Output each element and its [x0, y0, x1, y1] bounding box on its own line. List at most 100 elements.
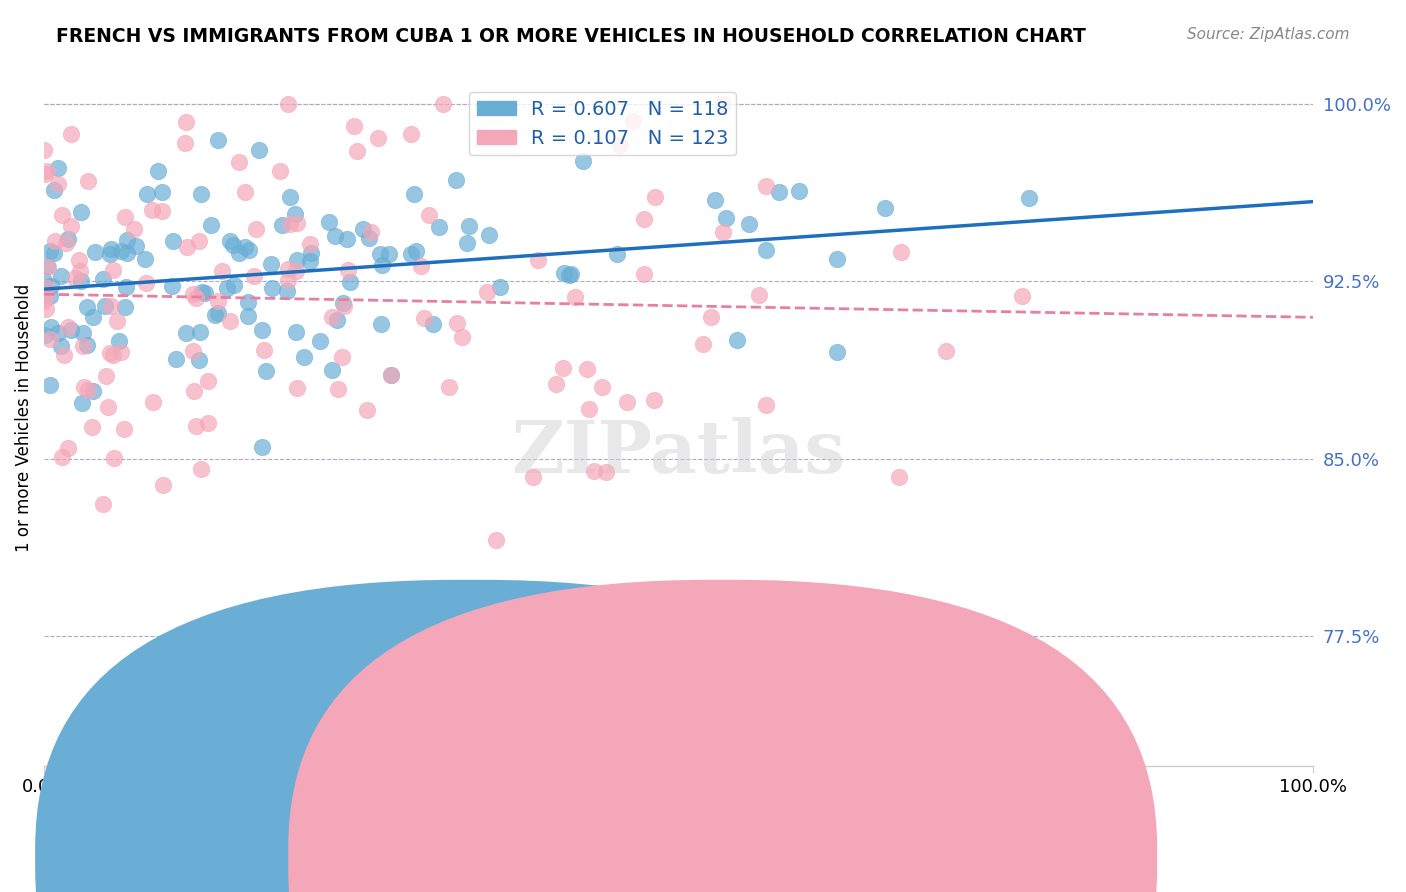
- Point: [219, 314, 242, 328]
- Point: [700, 310, 723, 324]
- Point: [112, 422, 135, 436]
- Point: [332, 295, 354, 310]
- Point: [703, 193, 725, 207]
- Point: [827, 344, 849, 359]
- Point: [873, 201, 896, 215]
- Point: [91, 498, 114, 512]
- Point: [571, 153, 593, 168]
- Point: [356, 402, 378, 417]
- Point: [280, 218, 302, 232]
- Point: [371, 258, 394, 272]
- Point: [437, 379, 460, 393]
- Point: [165, 351, 187, 366]
- Point: [110, 244, 132, 259]
- Point: [583, 464, 606, 478]
- Point: [253, 343, 276, 357]
- Point: [287, 381, 309, 395]
- Point: [346, 144, 368, 158]
- Y-axis label: 1 or more Vehicles in Household: 1 or more Vehicles in Household: [15, 284, 32, 551]
- Point: [174, 114, 197, 128]
- Point: [134, 252, 156, 266]
- Point: [97, 400, 120, 414]
- Point: [277, 97, 299, 112]
- Point: [115, 280, 138, 294]
- Point: [343, 120, 366, 134]
- Point: [190, 462, 212, 476]
- Point: [644, 190, 666, 204]
- Point: [103, 262, 125, 277]
- Point: [187, 235, 209, 249]
- Point: [114, 210, 136, 224]
- Point: [211, 264, 233, 278]
- Point: [277, 261, 299, 276]
- Point: [478, 227, 501, 242]
- Point: [456, 235, 478, 250]
- Point: [399, 247, 422, 261]
- Point: [34, 327, 56, 342]
- Point: [616, 395, 638, 409]
- Point: [91, 272, 114, 286]
- Point: [399, 128, 422, 142]
- Point: [181, 344, 204, 359]
- Point: [368, 247, 391, 261]
- Point: [34, 288, 56, 302]
- Point: [70, 396, 93, 410]
- Point: [412, 310, 434, 325]
- Point: [76, 300, 98, 314]
- Point: [44, 246, 66, 260]
- Point: [117, 233, 139, 247]
- Point: [63, 270, 86, 285]
- Point: [197, 417, 219, 431]
- Point: [82, 310, 104, 324]
- Point: [738, 217, 761, 231]
- Point: [402, 186, 425, 201]
- Point: [276, 284, 298, 298]
- Point: [55, 236, 77, 251]
- Point: [219, 234, 242, 248]
- Point: [197, 374, 219, 388]
- Point: [326, 382, 349, 396]
- Point: [56, 319, 79, 334]
- Point: [269, 163, 291, 178]
- Point: [207, 293, 229, 308]
- Point: [238, 243, 260, 257]
- Point: [136, 187, 159, 202]
- Point: [215, 281, 238, 295]
- Point: [207, 133, 229, 147]
- Point: [233, 185, 256, 199]
- Point: [748, 287, 770, 301]
- Point: [34, 168, 56, 182]
- Point: [633, 211, 655, 226]
- Point: [190, 285, 212, 299]
- Point: [485, 533, 508, 547]
- Point: [357, 231, 380, 245]
- Point: [283, 207, 305, 221]
- Point: [621, 114, 644, 128]
- Point: [135, 276, 157, 290]
- Point: [284, 325, 307, 339]
- Point: [451, 330, 474, 344]
- Point: [321, 310, 343, 324]
- Point: [285, 264, 308, 278]
- Point: [110, 344, 132, 359]
- Point: [576, 361, 599, 376]
- Point: [714, 211, 737, 225]
- Point: [35, 259, 58, 273]
- Point: [422, 317, 444, 331]
- Point: [250, 322, 273, 336]
- Point: [713, 225, 735, 239]
- Point: [336, 263, 359, 277]
- Point: [69, 264, 91, 278]
- Point: [591, 380, 613, 394]
- Point: [190, 187, 212, 202]
- Point: [105, 314, 128, 328]
- Point: [107, 334, 129, 348]
- Point: [51, 450, 73, 464]
- Point: [38, 289, 60, 303]
- Point: [488, 280, 510, 294]
- Point: [35, 281, 58, 295]
- Point: [72, 339, 94, 353]
- Point: [238, 309, 260, 323]
- Text: Source: ZipAtlas.com: Source: ZipAtlas.com: [1187, 27, 1350, 42]
- Point: [122, 222, 145, 236]
